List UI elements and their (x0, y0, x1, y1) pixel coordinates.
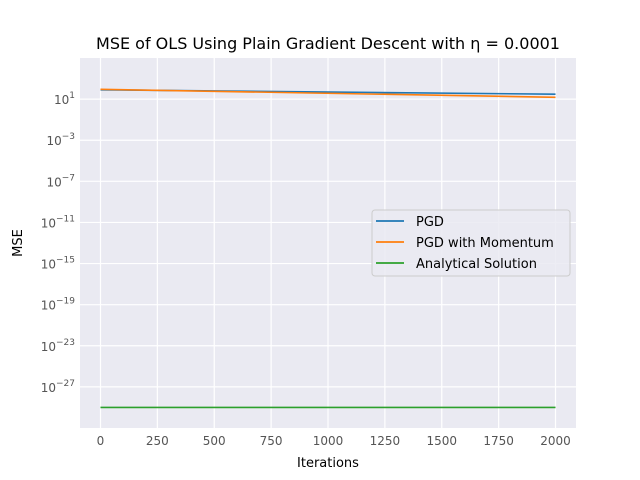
y-tick-label: 10−3 (46, 132, 75, 148)
x-tick-labels: 0 250 500 750 1000 1250 1500 1750 2000 (97, 434, 571, 448)
x-tick-label: 0 (97, 434, 105, 448)
legend-box (371, 209, 571, 277)
y-tick-label: 10−11 (41, 214, 75, 230)
x-tick-label: 1750 (483, 434, 514, 448)
legend-entry: PGD (416, 215, 444, 230)
legend: PGD PGD with Momentum Analytical Solution (371, 209, 571, 277)
y-tick-label: 10−23 (41, 338, 75, 354)
x-tick-label: 500 (203, 434, 226, 448)
y-tick-labels: 101 10−3 10−7 10−11 10−15 10−19 10−23 10−27 (41, 91, 76, 395)
x-axis-label: Iterations (297, 456, 359, 471)
x-tick-label: 250 (146, 434, 169, 448)
y-axis-label: MSE (11, 229, 26, 257)
chart-title: MSE of OLS Using Plain Gradient Descent … (96, 34, 560, 53)
x-tick-label: 1500 (426, 434, 457, 448)
y-tick-label: 10−19 (41, 297, 76, 313)
legend-entry: Analytical Solution (416, 257, 537, 272)
y-tick-label: 10−27 (41, 379, 75, 395)
y-tick-label: 101 (54, 91, 75, 107)
x-tick-label: 750 (260, 434, 283, 448)
x-tick-label: 1250 (370, 434, 401, 448)
x-tick-label: 1000 (313, 434, 344, 448)
series-lines (100, 88, 556, 409)
series-line-1 (100, 88, 556, 99)
y-tick-label: 10−7 (46, 173, 75, 189)
x-tick-label: 2000 (540, 434, 571, 448)
y-tick-label: 10−15 (41, 256, 75, 272)
legend-entry: PGD with Momentum (416, 236, 554, 251)
